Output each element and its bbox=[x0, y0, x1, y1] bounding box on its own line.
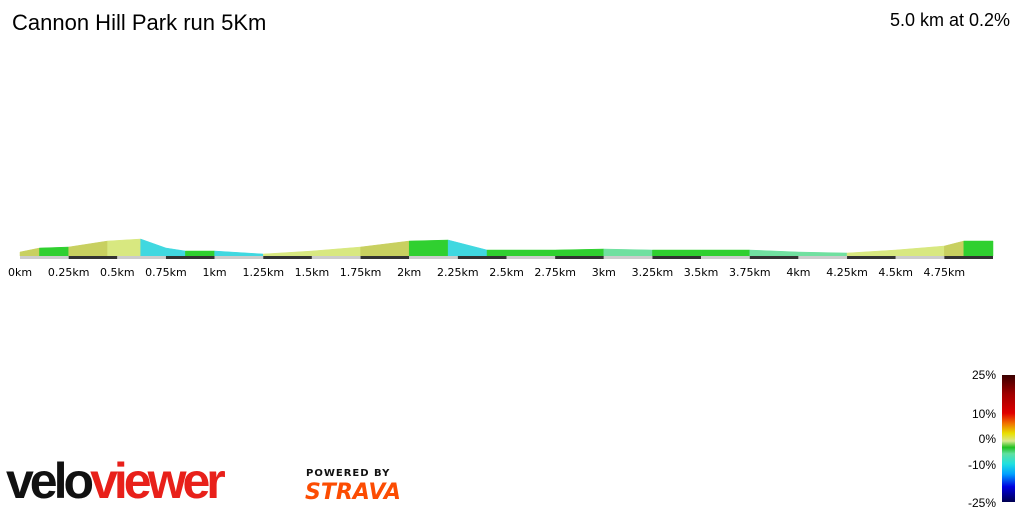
distance-band bbox=[360, 256, 410, 259]
x-tick-label: 3.25km bbox=[632, 266, 674, 279]
elevation-profile-chart: 0km 0.25km 0.5km 0.75km 1km 1.25km 1.5km 1.75km… bbox=[8, 238, 994, 279]
distance-band bbox=[895, 256, 945, 259]
x-tick-label: 1.25km bbox=[242, 266, 284, 279]
scale-label: -25% bbox=[967, 496, 996, 510]
distance-band bbox=[117, 256, 166, 259]
x-tick-label: 3km bbox=[592, 266, 616, 279]
x-tick-label: 1km bbox=[203, 266, 227, 279]
profile-segment bbox=[652, 249, 702, 257]
distance-band bbox=[20, 256, 69, 259]
profile-segment bbox=[39, 246, 69, 257]
route-summary: 5.0 km at 0.2% bbox=[889, 10, 1010, 30]
distance-band bbox=[506, 256, 556, 259]
x-tick-label: 2km bbox=[397, 266, 421, 279]
profile-segment bbox=[447, 239, 488, 257]
profile-segment bbox=[140, 238, 167, 257]
distance-band bbox=[68, 256, 118, 259]
page-title: Cannon Hill Park run 5Km bbox=[12, 10, 267, 35]
x-tick-label: 0.25km bbox=[48, 266, 90, 279]
distance-band bbox=[457, 256, 507, 259]
distance-band bbox=[847, 256, 896, 259]
profile-segment bbox=[963, 240, 994, 257]
profile-segment bbox=[554, 248, 605, 257]
distance-band bbox=[652, 256, 702, 259]
profile-segment bbox=[263, 250, 313, 257]
distance-band bbox=[263, 256, 312, 259]
distance-band bbox=[165, 256, 215, 259]
x-tick-label: 3.5km bbox=[684, 266, 719, 279]
profile-segment bbox=[185, 250, 215, 257]
distance-band bbox=[409, 256, 458, 259]
strava-logo[interactable]: STRAVA bbox=[305, 480, 401, 505]
scale-label: -10% bbox=[967, 458, 996, 472]
x-tick-label: 3.75km bbox=[729, 266, 771, 279]
profile-segment bbox=[798, 251, 848, 257]
scale-label: 10% bbox=[971, 407, 996, 421]
scale-label: 0% bbox=[978, 432, 996, 446]
distance-band bbox=[701, 256, 750, 259]
distance-band bbox=[603, 256, 653, 259]
profile-segment bbox=[360, 240, 410, 257]
gradient-color-scale bbox=[1002, 375, 1015, 502]
distance-band bbox=[214, 256, 264, 259]
profile-segment bbox=[408, 239, 449, 257]
profile-segment bbox=[486, 249, 556, 257]
scale-label: 25% bbox=[971, 368, 996, 382]
profile-segment bbox=[749, 249, 799, 257]
profile-segment bbox=[700, 249, 750, 257]
x-tick-label: 4.75km bbox=[924, 266, 966, 279]
x-tick-label: 1.75km bbox=[340, 266, 382, 279]
veloviewer-logo[interactable]: veloviewer bbox=[6, 453, 226, 509]
profile-segment bbox=[107, 238, 141, 257]
profile-segment bbox=[19, 247, 40, 257]
distance-band bbox=[749, 256, 799, 259]
profile-segment bbox=[214, 250, 264, 257]
distance-band bbox=[311, 256, 361, 259]
x-tick-label: 1.5km bbox=[295, 266, 330, 279]
x-tick-label: 2.5km bbox=[489, 266, 524, 279]
profile-segment bbox=[68, 240, 108, 257]
x-tick-label: 2.25km bbox=[437, 266, 479, 279]
x-tick-label: 0km bbox=[8, 266, 32, 279]
profile-segment bbox=[311, 246, 361, 257]
profile-segment bbox=[895, 245, 945, 257]
distance-band bbox=[944, 256, 993, 259]
x-tick-label: 2.75km bbox=[534, 266, 576, 279]
distance-band bbox=[555, 256, 604, 259]
x-tick-label: 4km bbox=[786, 266, 810, 279]
distance-band bbox=[798, 256, 848, 259]
x-tick-label: 4.5km bbox=[878, 266, 913, 279]
profile-segment bbox=[603, 248, 653, 257]
profile-segment bbox=[165, 247, 186, 257]
x-tick-label: 4.25km bbox=[826, 266, 868, 279]
profile-segment bbox=[944, 240, 965, 257]
x-tick-label: 0.75km bbox=[145, 266, 187, 279]
powered-by-label: POWERED BY bbox=[306, 468, 391, 479]
x-tick-label: 0.5km bbox=[100, 266, 135, 279]
profile-segment bbox=[846, 249, 896, 257]
